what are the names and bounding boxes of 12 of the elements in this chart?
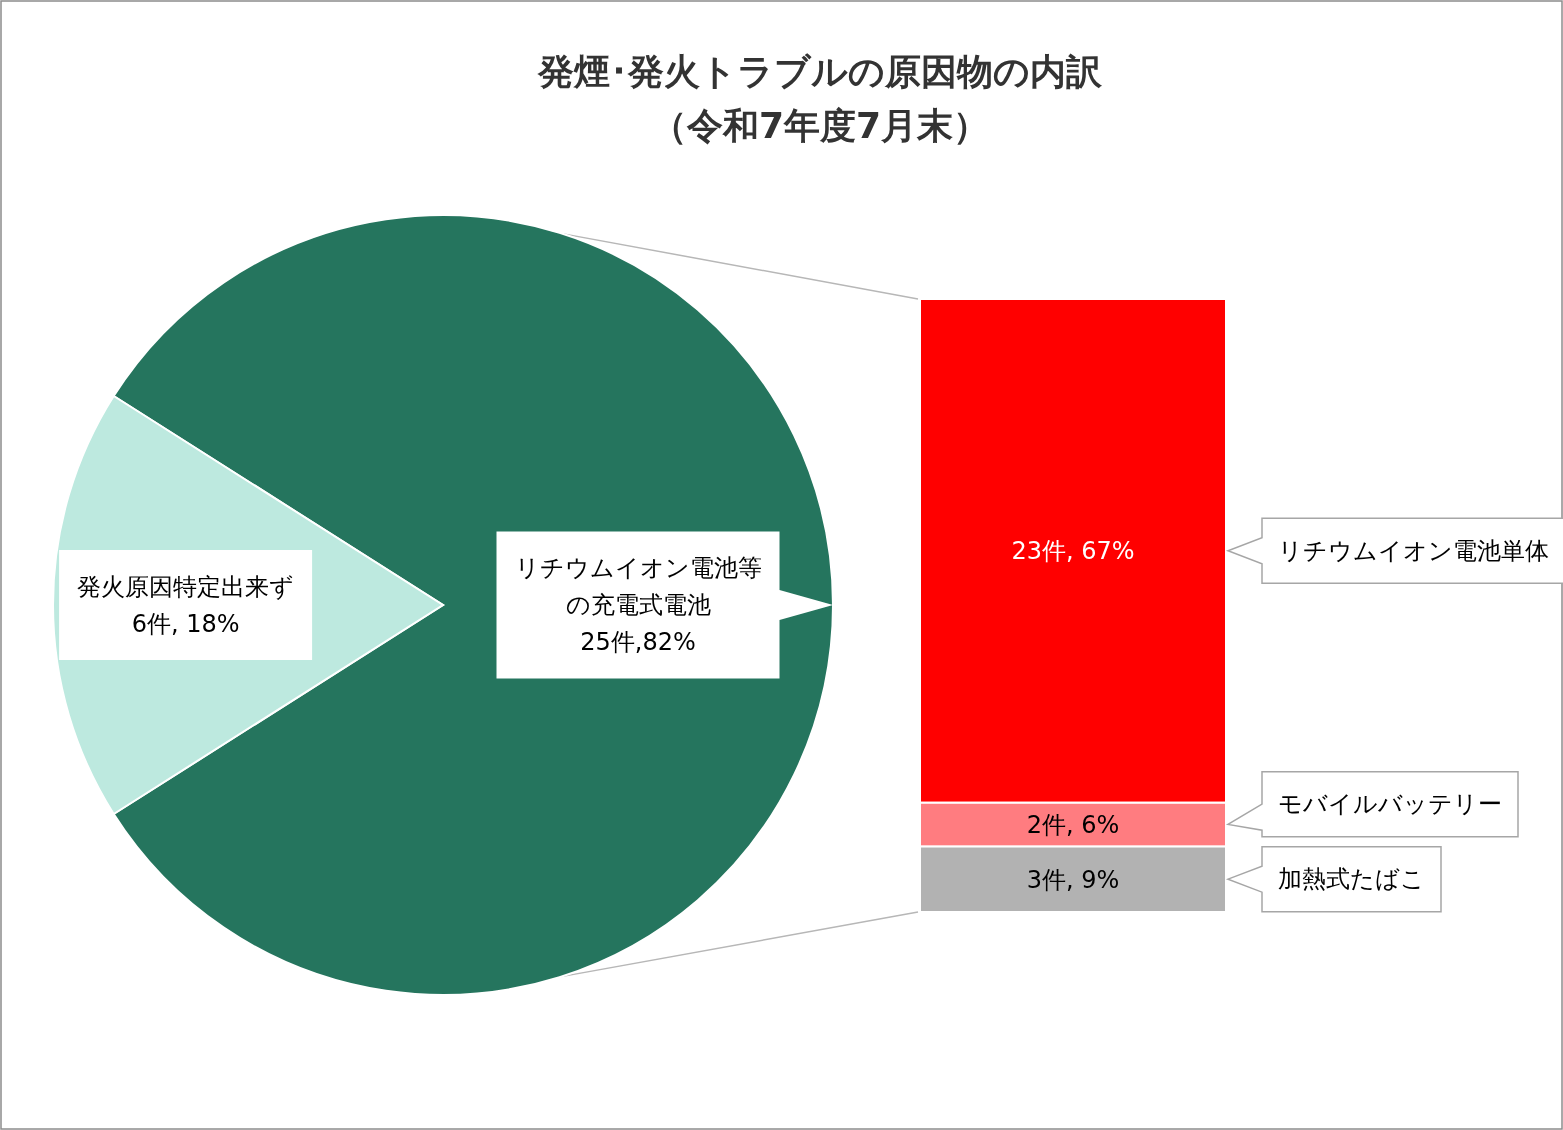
slice-label: リチウムイオン電池等の充電式電池: [514, 554, 762, 620]
data-label: 6件, 18%: [131, 609, 240, 638]
text: リチウムイオン電池単体: [1278, 536, 1549, 565]
slice-label: 発火原因特定出来ず: [77, 572, 295, 601]
text: モバイルバッテリー: [1278, 790, 1502, 819]
data-label: 3件, 9%: [1026, 865, 1120, 894]
data-label: 2件, 6%: [1026, 811, 1120, 840]
text: 加熱式たばこ: [1278, 865, 1425, 894]
data-label: 23件, 67%: [1011, 537, 1135, 566]
data-label: 25件,82%: [580, 628, 696, 657]
chart-subtitle: （令和7年度7月末）: [650, 105, 990, 146]
chart-title: 発煙･発火トラブルの原因物の内訳: [537, 51, 1103, 92]
